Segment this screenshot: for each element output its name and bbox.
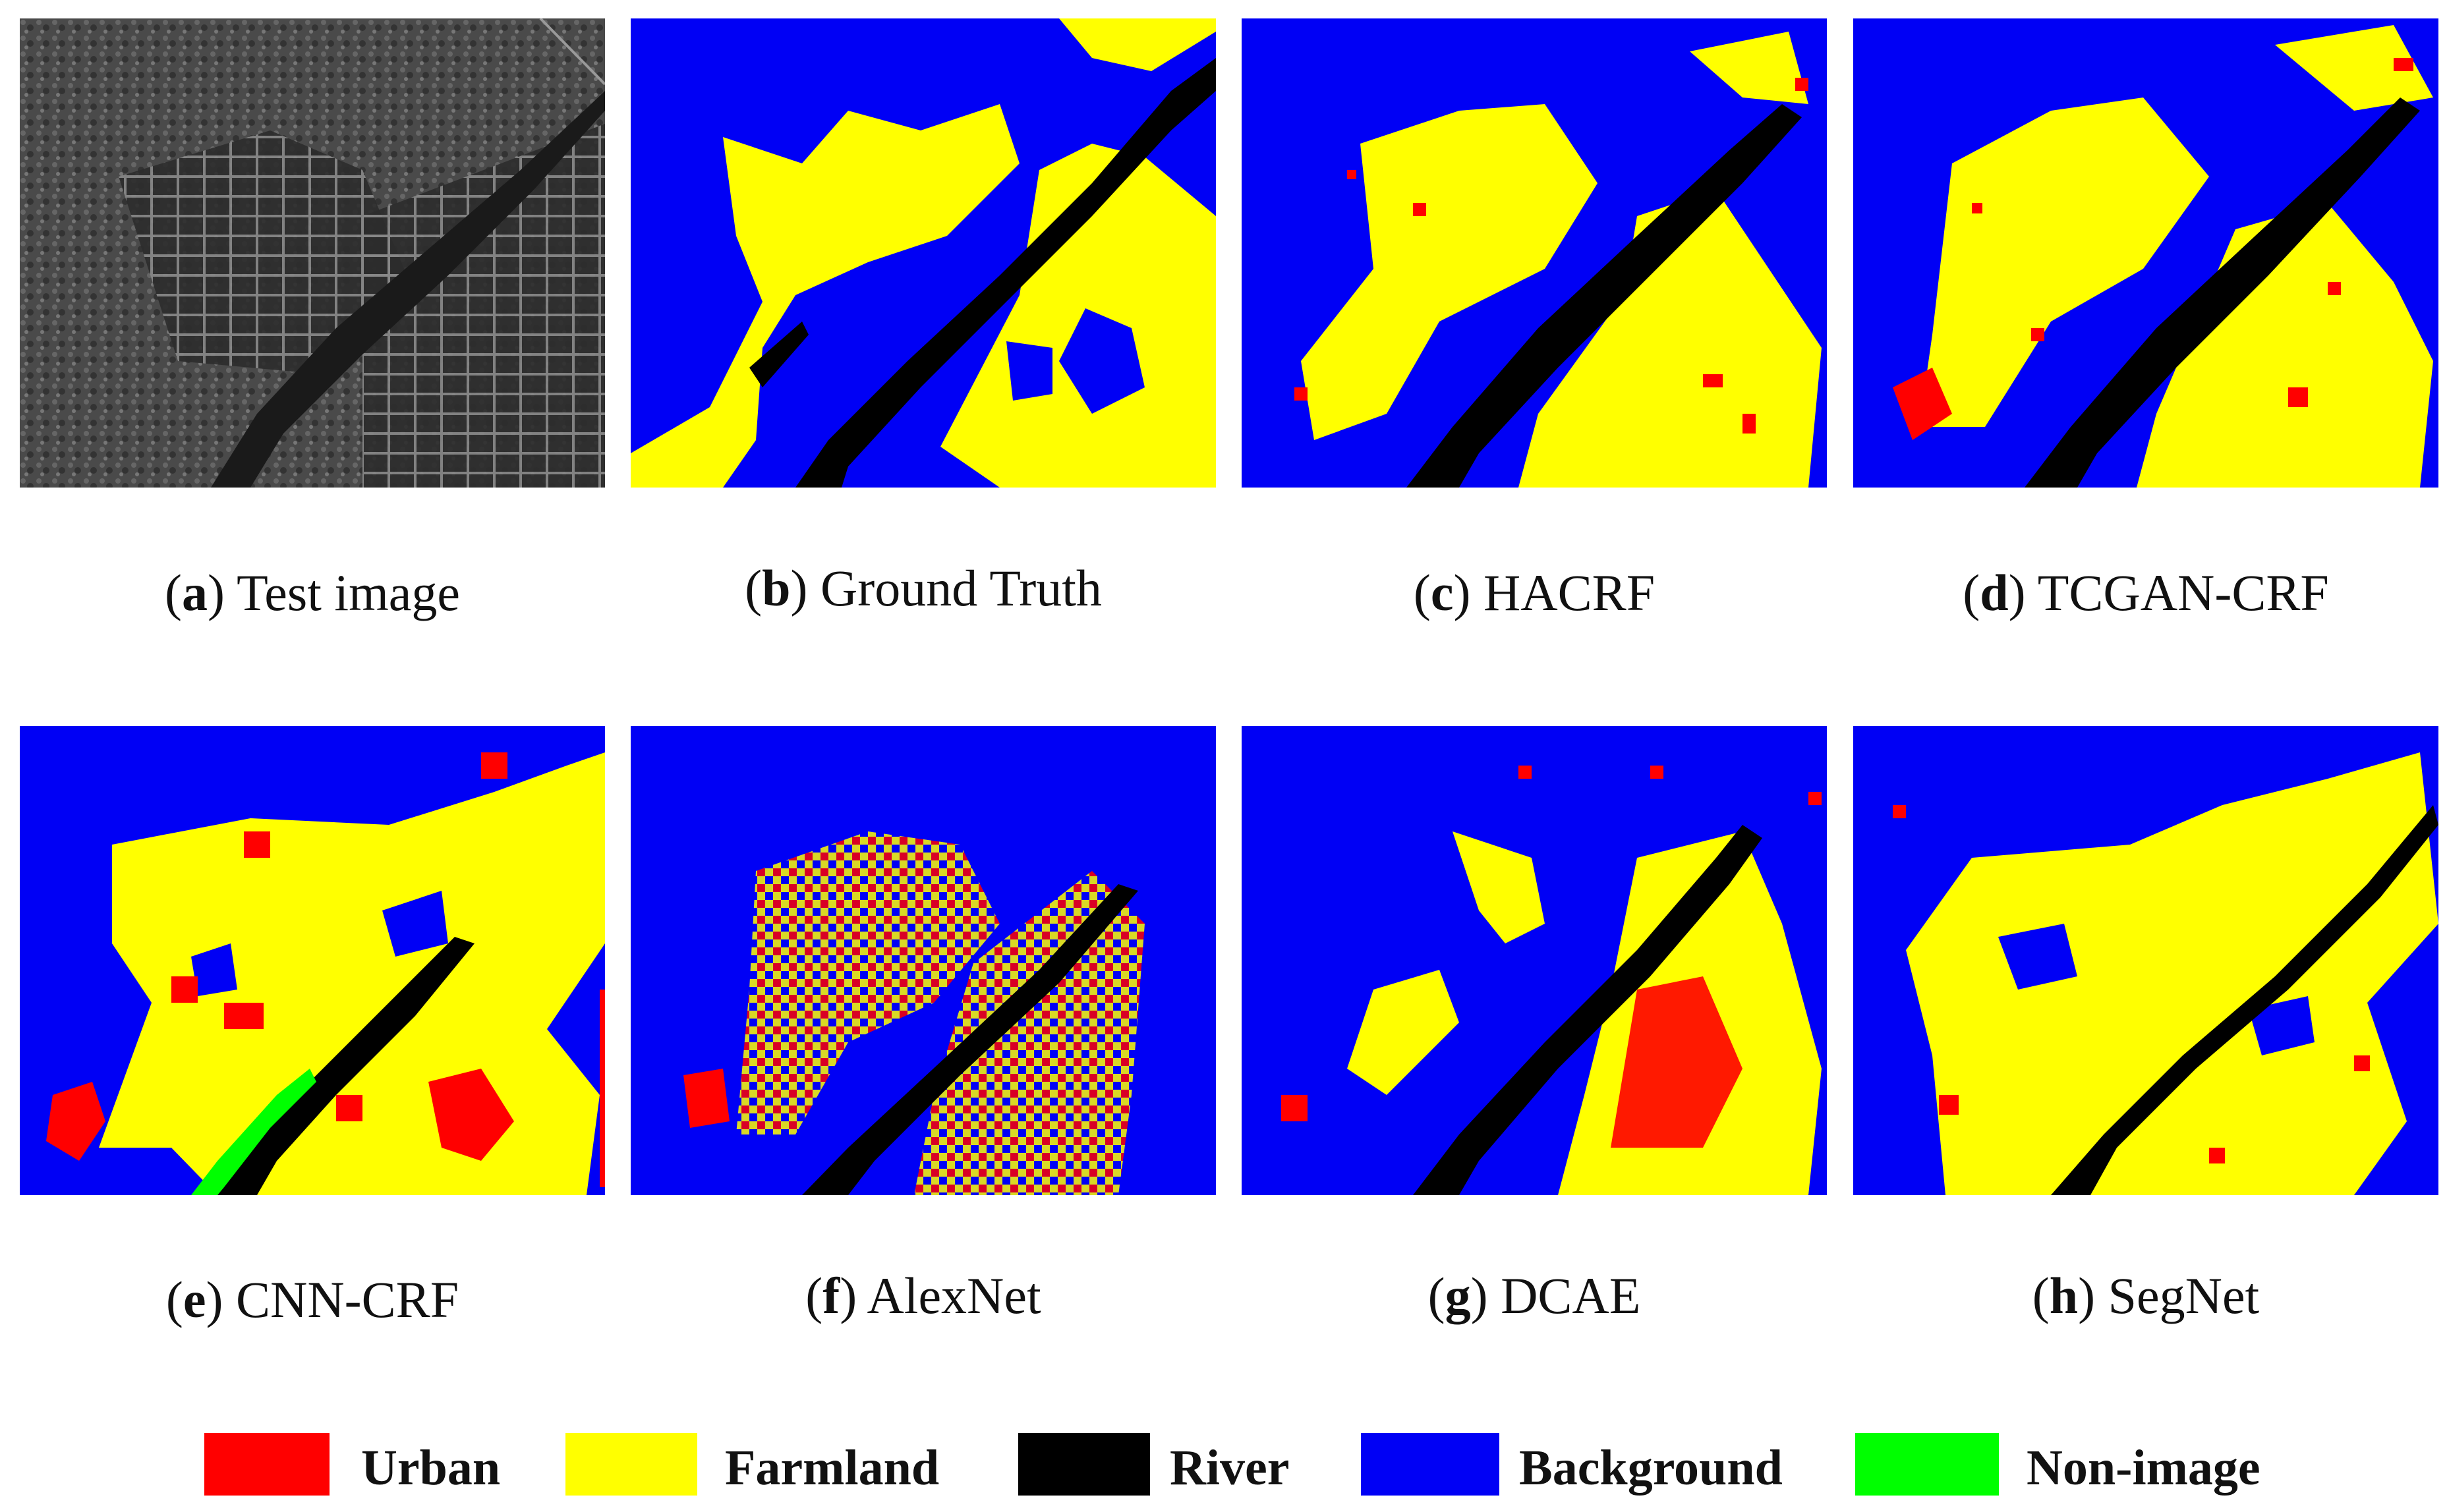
caption-a: (a) Test image [165, 564, 460, 621]
legend-swatch-farmland [565, 1433, 697, 1496]
legend-swatch-background [1361, 1433, 1499, 1496]
ground-truth-map [631, 18, 1216, 488]
legend-label-non-image: Non-image [2027, 1440, 2260, 1496]
legend-label-urban: Urban [361, 1440, 501, 1496]
test-image-sar [20, 18, 605, 488]
legend-swatch-urban [204, 1433, 330, 1496]
cnn-crf-map [20, 726, 605, 1195]
panel-test-image [20, 18, 605, 488]
panel-alexnet [631, 726, 1216, 1195]
legend-label-farmland: Farmland [725, 1440, 940, 1496]
caption-c: (c) HACRF [1413, 564, 1655, 621]
legend-label-background: Background [1519, 1440, 1783, 1496]
alexnet-map [631, 726, 1216, 1195]
legend-swatch-non-image [1855, 1433, 1999, 1496]
panel-segnet [1853, 726, 2438, 1195]
dcae-map [1242, 726, 1827, 1195]
caption-h: (h) SegNet [2032, 1267, 2260, 1324]
caption-e: (e) CNN-CRF [165, 1271, 459, 1328]
caption-f: (f) AlexNet [805, 1267, 1041, 1324]
panel-ground-truth [631, 18, 1216, 488]
caption-g: (g) DCAE [1427, 1267, 1641, 1324]
tcgan-crf-map [1853, 18, 2438, 488]
panel-tcgan-crf [1853, 18, 2438, 488]
panel-cnn-crf [20, 726, 605, 1195]
hacrf-map [1242, 18, 1827, 488]
caption-b: (b) Ground Truth [745, 559, 1102, 617]
panel-hacrf [1242, 18, 1827, 488]
caption-d: (d) TCGAN-CRF [1963, 564, 2329, 621]
legend-swatch-river [1018, 1433, 1150, 1496]
segnet-map [1853, 726, 2438, 1195]
legend-label-river: River [1170, 1440, 1290, 1496]
panel-dcae [1242, 726, 1827, 1195]
